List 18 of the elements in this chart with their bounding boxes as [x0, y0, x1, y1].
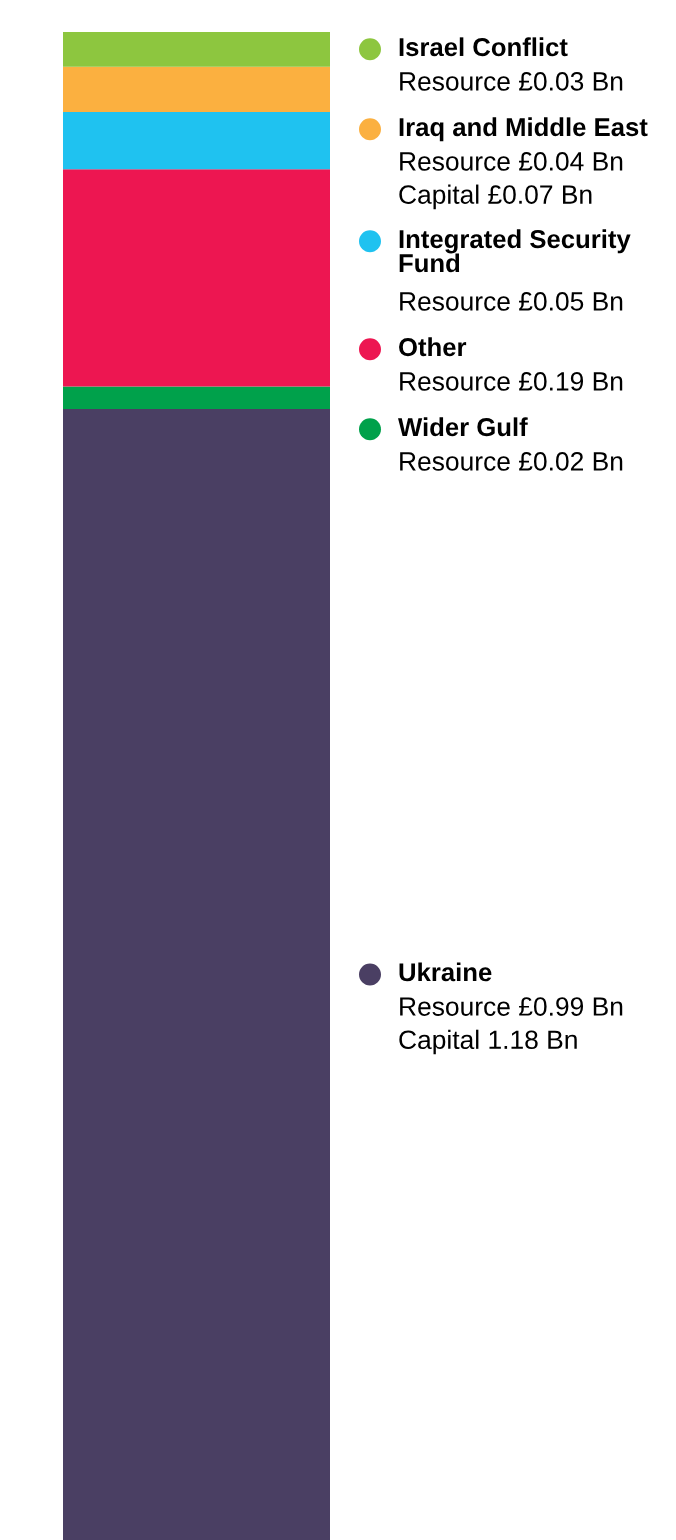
bar	[63, 409, 330, 1540]
legend-label: Ukraine	[399, 962, 492, 982]
bar	[63, 32, 330, 67]
legend-label: Wider Gulf	[398, 417, 528, 437]
bar	[63, 386, 330, 409]
bar	[63, 66, 330, 112]
bar	[63, 169, 330, 387]
text: Resource £0.19 Bn	[400, 372, 623, 391]
text: Resource £0.02 Bn	[400, 452, 623, 471]
text: Resource £0.03 Bn	[400, 72, 623, 91]
text: Resource £0.04 Bn Capital £0.07 Bn	[399, 152, 623, 210]
text: Resource £0.99 Bn Capital 1.18 Bn	[399, 997, 623, 1055]
legend-label: Iraq and Middle East	[399, 117, 648, 142]
legend-label: Israel Conflict	[399, 37, 568, 57]
text: Resource £0.05 Bn	[400, 292, 623, 311]
legend-label: Other	[399, 337, 467, 357]
legend-label: Integrated Security Fund	[399, 229, 631, 273]
bar	[63, 111, 330, 170]
